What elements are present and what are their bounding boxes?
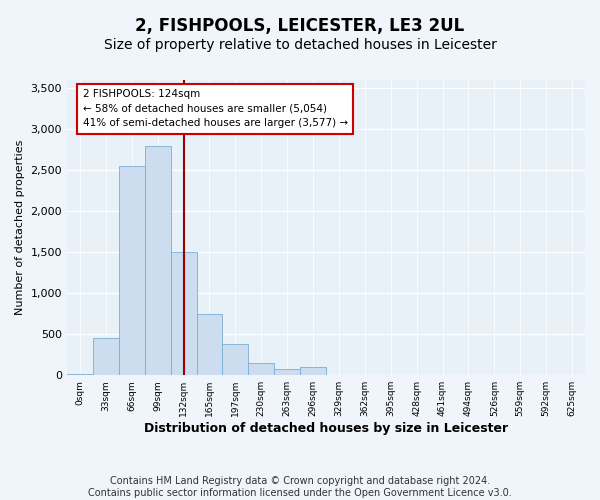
X-axis label: Distribution of detached houses by size in Leicester: Distribution of detached houses by size … (144, 422, 508, 435)
Bar (145, 146, 170, 375)
Text: 2, FISHPOOLS, LEICESTER, LE3 2UL: 2, FISHPOOLS, LEICESTER, LE3 2UL (136, 18, 464, 36)
Y-axis label: Number of detached properties: Number of detached properties (15, 140, 25, 316)
Bar (300, 367, 326, 375)
Bar (170, 252, 197, 375)
Bar (274, 368, 300, 375)
Bar (119, 166, 145, 375)
Bar (197, 314, 223, 375)
Text: Contains HM Land Registry data © Crown copyright and database right 2024.
Contai: Contains HM Land Registry data © Crown c… (88, 476, 512, 498)
Bar (248, 363, 274, 375)
Bar (67, 374, 93, 375)
Text: Size of property relative to detached houses in Leicester: Size of property relative to detached ho… (104, 38, 496, 52)
Bar (93, 338, 119, 375)
Bar (223, 344, 248, 375)
Text: 2 FISHPOOLS: 124sqm
← 58% of detached houses are smaller (5,054)
41% of semi-det: 2 FISHPOOLS: 124sqm ← 58% of detached ho… (83, 89, 348, 128)
